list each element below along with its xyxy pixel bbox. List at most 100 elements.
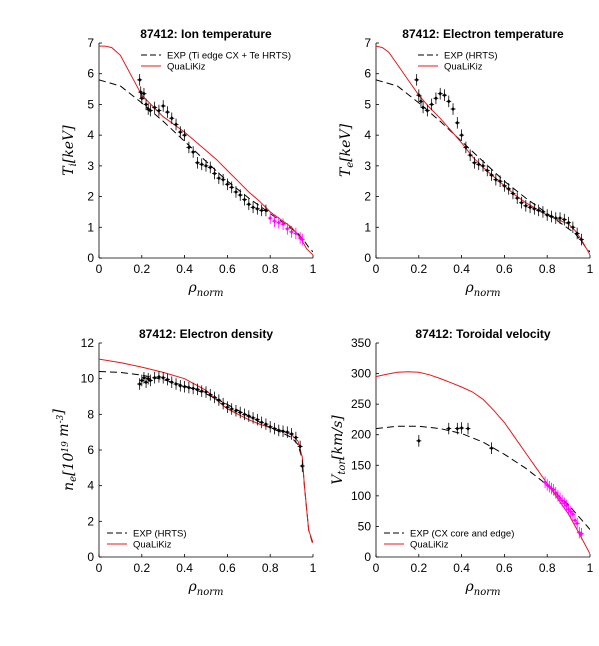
edge-data-point — [566, 503, 572, 516]
exp-data-point — [169, 376, 175, 389]
qualikiz-series-line — [376, 45, 590, 256]
exp-data-point — [553, 212, 559, 224]
legend-label: EXP (HRTS) — [133, 529, 187, 540]
x-tick-label: 0.6 — [496, 561, 513, 575]
exp-data-point — [190, 382, 196, 395]
exp-data-point — [220, 173, 226, 186]
exp-data-point — [186, 381, 192, 394]
y-tick-label: 1 — [364, 220, 371, 234]
legend-exp: EXP (Ti edge CX + Te HRTS) — [141, 51, 291, 62]
exp-data-point — [297, 440, 303, 453]
qualikiz-series-line — [376, 371, 590, 555]
exp-data-point — [480, 160, 486, 172]
legend-exp: EXP (HRTS) — [418, 51, 498, 62]
x-tick-label: 1 — [310, 561, 317, 575]
exp-data-point — [186, 141, 192, 154]
x-tick-label: 0.6 — [219, 561, 236, 575]
exp-data-point — [416, 89, 422, 102]
y-tick-label: 6 — [364, 67, 371, 81]
y-tick-label: 250 — [351, 397, 371, 411]
x-tick-label: 0.8 — [262, 262, 279, 276]
exp-data-point — [519, 196, 525, 209]
exp-data-point — [139, 92, 145, 105]
x-axis-label: ρnorm — [465, 579, 501, 598]
exp-data-point — [237, 189, 243, 201]
exp-data-point — [164, 106, 170, 118]
exp-data-point — [216, 172, 222, 184]
exp-data-point — [574, 227, 580, 240]
exp-data-point — [141, 371, 147, 384]
exp-data-point — [152, 101, 158, 114]
legend-qualikiz: QuaLiKiz — [418, 62, 483, 73]
x-tick-label: 1 — [587, 561, 594, 575]
x-tick-label: 0 — [373, 262, 380, 276]
exp-data-point — [548, 210, 554, 223]
y-tick-label: 50 — [358, 519, 372, 533]
plot-area — [376, 371, 590, 555]
exp-data-point — [276, 424, 282, 437]
exp-data-point — [156, 104, 162, 117]
y-tick-label: 4 — [87, 128, 94, 142]
y-tick-label: 5 — [87, 97, 94, 111]
x-tick-label: 0.2 — [133, 262, 150, 276]
exp-data-point — [566, 216, 572, 229]
x-tick-label: 0 — [96, 262, 103, 276]
edge-data-point — [544, 479, 550, 491]
legend-label: EXP (Ti edge CX + Te HRTS) — [167, 51, 291, 62]
y-tick-label: 6 — [87, 443, 94, 457]
x-tick-label: 0.2 — [410, 561, 427, 575]
y-tick-label: 0 — [87, 251, 94, 265]
exp-data-point — [557, 212, 563, 224]
x-axis-label: ρnorm — [465, 280, 501, 299]
y-tick-label: 6 — [87, 67, 94, 81]
x-tick-label: 0 — [373, 561, 380, 575]
y-axis-label: Vtor[km/s] — [330, 415, 348, 485]
chart-panel-1: 87412: Ion temperature 0 0.2 0.4 0.6 0.8 1 0 1 2 3… — [61, 27, 317, 299]
chart-panel-4: 87412: Toroidal velocity 0 0.2 0.4 0.6 0.8 1 0 5… — [330, 327, 594, 598]
y-tick-label: 5 — [364, 97, 371, 111]
x-tick-label: 0 — [96, 561, 103, 575]
y-tick-label: 0 — [364, 550, 371, 564]
exp-data-point — [271, 422, 277, 435]
edge-data-point — [551, 483, 557, 496]
exp-data-point — [237, 406, 243, 419]
exp-data-point — [506, 183, 512, 195]
exp-data-point — [263, 418, 269, 430]
exp-data-point — [254, 413, 260, 426]
exp-data-point — [450, 103, 456, 115]
legend-qualikiz: QuaLiKiz — [107, 540, 172, 551]
legend-qualikiz: QuaLiKiz — [141, 62, 206, 73]
exp-data-point — [242, 193, 248, 206]
y-tick-label: 3 — [364, 159, 371, 173]
x-tick-label: 0.4 — [176, 561, 193, 575]
exp-data-point — [194, 156, 200, 169]
edge-data-point — [578, 527, 584, 540]
exp-data-point — [203, 160, 209, 172]
exp-data-point — [259, 204, 265, 217]
exp-data-point — [138, 86, 144, 98]
exp-data-point — [454, 422, 460, 435]
y-tick-label: 10 — [81, 372, 95, 386]
exp-data-point — [437, 87, 443, 100]
exp-data-point — [510, 187, 516, 200]
edge-data-point — [267, 212, 273, 224]
plot-area — [99, 45, 313, 256]
exp-data-point — [267, 421, 273, 433]
y-tick-label: 7 — [87, 36, 94, 50]
exp-data-point — [540, 206, 546, 218]
y-tick-label: 0 — [87, 550, 94, 564]
exp-data-point — [459, 129, 465, 141]
exp-data-point — [143, 98, 149, 111]
exp-data-point — [441, 89, 447, 102]
legend-label: QuaLiKiz — [410, 540, 449, 551]
x-tick-label: 0.6 — [496, 262, 513, 276]
y-tick-label: 4 — [364, 128, 371, 142]
exp-data-point — [497, 175, 503, 188]
y-tick-label: 200 — [351, 428, 371, 442]
exp-data-point — [484, 164, 490, 177]
exp-data-point — [536, 204, 542, 217]
exp-data-point — [501, 180, 507, 192]
exp-data-point — [212, 167, 218, 180]
